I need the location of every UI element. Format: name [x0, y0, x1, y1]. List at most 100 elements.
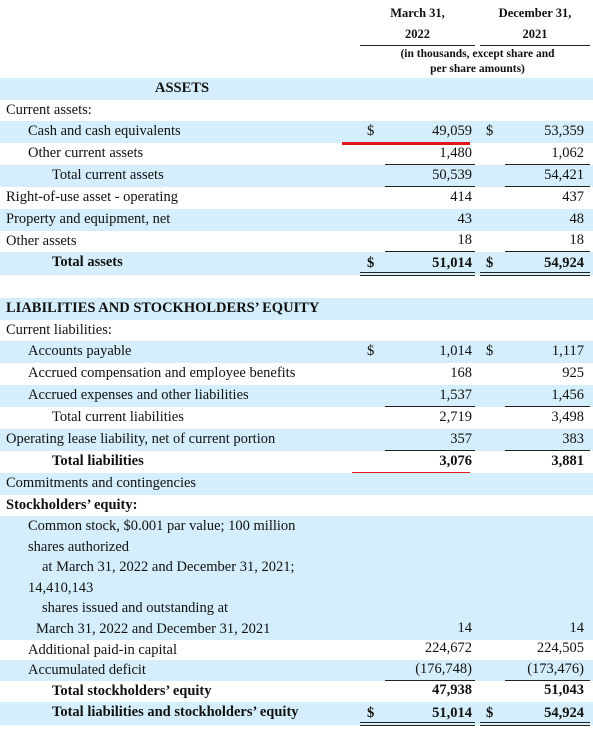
value: 414 — [450, 189, 472, 205]
value: 3,076 — [439, 453, 472, 469]
table-row: ASSETS — [0, 78, 593, 100]
table-row: Total current liabilities 2,719 3,498 — [0, 407, 593, 429]
value: 47,938 — [432, 682, 472, 698]
row-label: Accrued expenses and other liabilities — [28, 387, 249, 403]
currency: $ — [486, 123, 494, 139]
col-head: December 31, — [498, 6, 572, 20]
value: (176,748) — [415, 661, 472, 677]
value: 1,062 — [551, 145, 584, 161]
row-label: Property and equipment, net — [6, 211, 171, 227]
row-label: Current liabilities: — [6, 322, 112, 338]
value: 1,456 — [551, 387, 584, 403]
value: 18 — [569, 232, 585, 248]
value: 3,881 — [551, 453, 584, 469]
table-row: Accumulated deficit (176,748) (173,476) — [0, 660, 593, 681]
value: 1,014 — [439, 343, 472, 359]
value: 14 — [457, 620, 473, 636]
row-label: Total liabilities and stockholders’ equi… — [52, 704, 299, 720]
value: 54,924 — [544, 705, 584, 721]
row-label: Total liabilities — [52, 453, 144, 469]
currency: $ — [367, 123, 375, 139]
value: 43 — [457, 211, 473, 227]
table-row: Right-of-use asset - operating 414 437 — [0, 187, 593, 209]
rule — [385, 186, 475, 187]
currency: $ — [486, 705, 494, 721]
col-head: March 31, — [390, 6, 445, 20]
value: 437 — [562, 189, 584, 205]
row-label: Commitments and contingencies — [6, 475, 197, 491]
rule — [505, 680, 590, 681]
table-row: Additional paid-in capital 224,672 224,505 — [0, 640, 593, 660]
rule — [385, 164, 475, 165]
highlight-line — [342, 142, 470, 145]
value: 54,421 — [544, 167, 584, 183]
value: 1,537 — [439, 387, 472, 403]
value: 224,505 — [536, 640, 584, 656]
currency: $ — [367, 255, 375, 271]
row-label: shares authorized — [28, 538, 130, 555]
value: 54,924 — [544, 255, 584, 271]
currency: $ — [486, 343, 494, 359]
row-label: Stockholders’ equity: — [6, 497, 138, 513]
table-row: Total assets $ $51,014 54,924 — [0, 252, 593, 276]
table-row: Total liabilities and stockholders’ equi… — [0, 702, 593, 726]
table-row: Current liabilities: — [0, 320, 593, 341]
row-label: Current assets: — [6, 102, 92, 118]
value: 1,117 — [551, 343, 584, 359]
rule — [505, 450, 590, 451]
table-row: Cash and cash equivalents $ $49,059 53,359 — [0, 121, 593, 145]
rule — [480, 272, 590, 276]
row-label: March 31, 2022 and December 31, 2021 — [36, 620, 271, 637]
note: (in thousands, except share and per shar… — [400, 48, 555, 75]
table-row: Other current assets 1,480 1,062 — [0, 143, 593, 165]
table-row: Total current assets 50,539 54,421 — [0, 165, 593, 187]
value: 3,498 — [551, 409, 584, 425]
table-row: Stockholders’ equity: — [0, 495, 593, 516]
table-row: Accounts payable $ $1,014 1,117 — [0, 341, 593, 363]
rule — [385, 450, 475, 451]
rule — [385, 680, 475, 681]
row-label: Operating lease liability, net of curren… — [6, 431, 276, 447]
row-label: Other assets — [6, 233, 77, 249]
table-row: Other assets 18 18 — [0, 231, 593, 252]
col-year: 2021 — [522, 27, 548, 41]
rule — [360, 272, 475, 276]
row-label: Accrued compensation and employee benefi… — [28, 365, 296, 381]
row-label: Other current assets — [28, 145, 144, 161]
rule — [385, 251, 475, 252]
table-row: Accrued expenses and other liabilities 1,… — [0, 385, 593, 407]
value: 224,672 — [424, 640, 472, 656]
currency: $ — [486, 255, 494, 271]
value: 14 — [569, 620, 585, 636]
table-row: Current assets: — [0, 100, 593, 121]
value: 1,480 — [439, 145, 472, 161]
value: 18 — [457, 232, 473, 248]
table-row: Common stock, $0.001 par value; 100 mill… — [0, 516, 593, 640]
table-row: Total liabilities 3,076 3,881 — [0, 451, 593, 475]
row-label: Total stockholders’ equity — [52, 683, 212, 699]
rule — [480, 722, 590, 726]
value: 53,359 — [544, 123, 584, 139]
value: (173,476) — [527, 661, 584, 677]
table-row: Commitments and contingencies — [0, 473, 593, 495]
row-label: Additional paid-in capital — [28, 642, 177, 658]
row-label: Total current assets — [52, 167, 164, 183]
table-row: Accrued compensation and employee benefi… — [0, 363, 593, 385]
value: 51,014 — [432, 255, 472, 271]
row-label: at March 31, 2022 and December 31, 2021; — [42, 559, 295, 575]
value: 2,719 — [439, 409, 472, 425]
currency: $ — [367, 343, 375, 359]
table-row: Total stockholders’ equity 47,938 51,043 — [0, 681, 593, 702]
row-label: Common stock, $0.001 par value; 100 mill… — [28, 518, 296, 534]
value: 51,014 — [432, 705, 472, 721]
value: 48 — [569, 211, 585, 227]
rule — [505, 164, 590, 165]
value: 51,043 — [544, 682, 584, 698]
value: 49,059 — [432, 123, 472, 139]
row-label: Accumulated deficit — [28, 662, 146, 678]
row-label: Total current liabilities — [52, 409, 184, 425]
rule — [505, 186, 590, 187]
value: 383 — [562, 431, 584, 447]
row-label: LIABILITIES AND STOCKHOLDERS’ EQUITY — [6, 300, 320, 316]
